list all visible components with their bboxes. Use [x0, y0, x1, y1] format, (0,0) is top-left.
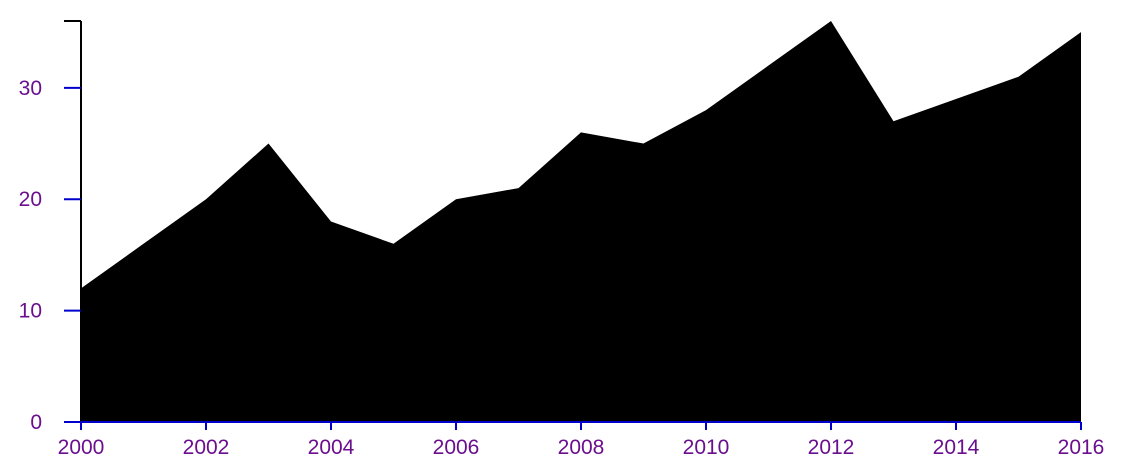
x-tick-label: 2012	[808, 436, 855, 459]
x-tick-label: 2014	[933, 436, 980, 459]
x-tick-label: 2016	[1058, 436, 1105, 459]
y-tick-label: 20	[19, 188, 42, 211]
y-axis-ticks: 0 10 20 30	[19, 77, 81, 434]
x-tick-label: 2000	[58, 436, 105, 459]
x-tick-label: 2002	[183, 436, 230, 459]
y-tick-label: 0	[30, 411, 42, 434]
x-axis-ticks: 2000 2002 2004 2006 2008 2010 2012 2014 2016	[58, 422, 1105, 459]
y-tick-label: 30	[19, 77, 42, 100]
x-tick-label: 2010	[683, 436, 730, 459]
area-series	[81, 21, 1081, 422]
y-tick-label: 10	[19, 300, 42, 323]
x-tick-label: 2004	[308, 436, 355, 459]
x-tick-label: 2008	[558, 436, 605, 459]
x-tick-label: 2006	[433, 436, 480, 459]
